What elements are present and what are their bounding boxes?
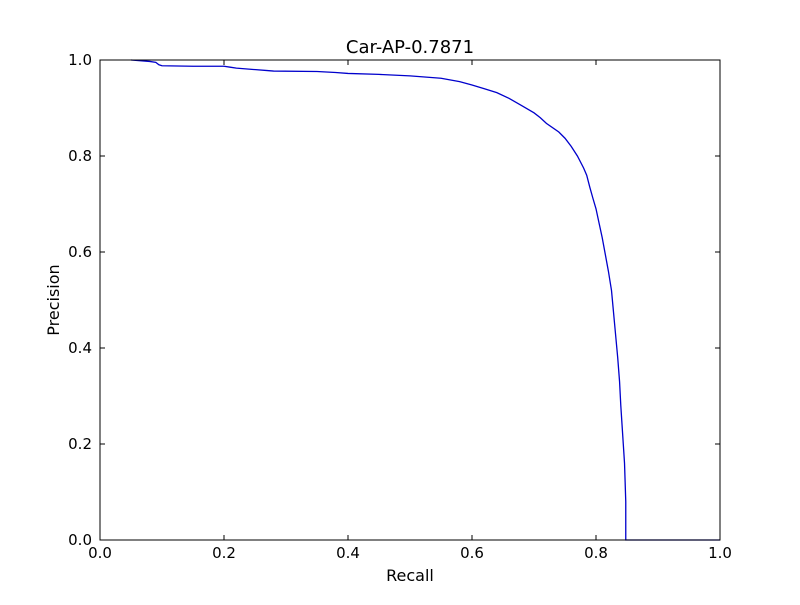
x-tick-label: 0.2 <box>212 544 236 562</box>
ticks: 0.0 0.2 0.4 0.6 0.8 1.0 0.0 0.2 0.4 0.6 0.8 1.0 <box>68 51 732 562</box>
x-tick-label: 1.0 <box>708 544 732 562</box>
plot-frame <box>99 59 721 541</box>
y-tick-label: 0.4 <box>68 339 92 357</box>
y-axis-label: Precision <box>44 264 63 335</box>
y-tick-label: 1.0 <box>68 51 92 69</box>
chart-title: Car-AP-0.7871 <box>346 37 474 58</box>
plot-area <box>130 59 720 541</box>
y-tick-label: 0.2 <box>68 435 92 453</box>
x-tick-label: 0.4 <box>336 544 360 562</box>
x-axis-label: Recall <box>386 566 434 585</box>
y-tick-label: 0.8 <box>68 147 92 165</box>
pr-curve-line <box>130 59 720 541</box>
x-tick-label: 0.6 <box>460 544 484 562</box>
y-tick-label: 0.0 <box>68 531 92 549</box>
x-tick-label: 0.0 <box>88 544 112 562</box>
y-tick-label: 0.6 <box>68 243 92 261</box>
x-tick-label: 0.8 <box>584 544 608 562</box>
